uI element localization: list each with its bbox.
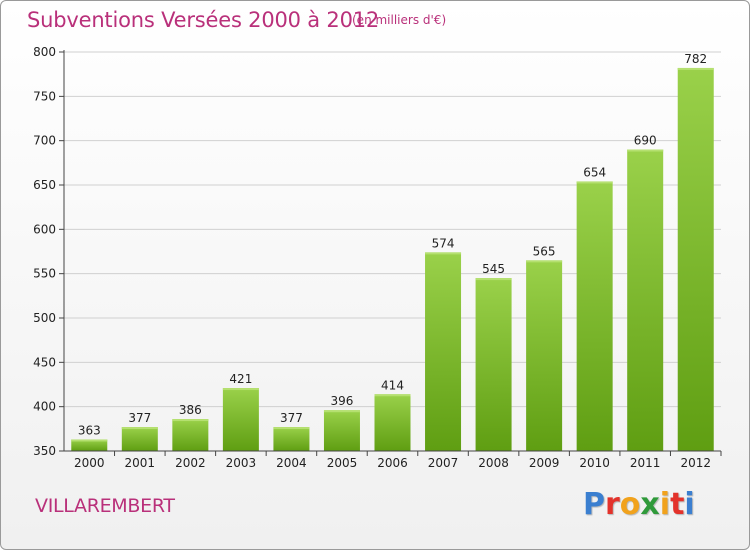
data-label: 421 [229, 372, 252, 386]
logo-letter: x [640, 487, 660, 522]
bar-highlight [172, 419, 209, 422]
y-tick-label: 600 [33, 222, 56, 236]
bar-2012 [677, 67, 714, 452]
bar-2010 [576, 181, 613, 451]
bar-2009 [526, 260, 563, 451]
bar-highlight [71, 439, 108, 442]
x-tick-label: 2009 [529, 456, 560, 470]
bar-highlight [475, 278, 512, 281]
bar-highlight [425, 252, 462, 255]
x-tick-label: 2000 [74, 456, 105, 470]
bar-highlight [576, 181, 613, 184]
bar-highlight [222, 388, 259, 391]
data-label: 414 [381, 378, 404, 392]
data-label: 690 [634, 134, 657, 148]
y-tick-label: 650 [33, 178, 56, 192]
bar-2001 [121, 427, 158, 451]
logo-letter: i [684, 487, 695, 522]
data-label: 363 [78, 423, 101, 437]
data-label: 377 [280, 411, 303, 425]
bar-highlight [627, 149, 664, 152]
x-tick-label: 2012 [680, 456, 711, 470]
logo-letter: t [670, 487, 685, 522]
data-label: 377 [128, 411, 151, 425]
data-label: 574 [432, 236, 455, 250]
logo-letter: i [659, 487, 671, 522]
bars [71, 67, 714, 452]
data-label: 565 [533, 244, 556, 258]
bar-2003 [222, 388, 259, 451]
y-tick-label: 500 [33, 311, 56, 325]
bar-highlight [374, 394, 411, 397]
data-label: 386 [179, 403, 202, 417]
bar-2000 [71, 439, 108, 451]
x-tick-label: 2001 [125, 456, 156, 470]
x-tick-label: 2006 [377, 456, 408, 470]
logo-letter: P [583, 487, 605, 522]
y-tick-label: 800 [33, 45, 56, 59]
y-tick-label: 750 [33, 89, 56, 103]
labels: 350 400 450 500 550 600 650 700 750 800 363 2000 377… [33, 45, 711, 470]
x-tick-label: 2010 [579, 456, 610, 470]
chart-title: Subventions Versées 2000 à 2012 [27, 8, 380, 32]
logo-letter: r [605, 487, 620, 522]
x-tick-label: 2003 [226, 456, 257, 470]
bar-highlight [526, 260, 563, 263]
data-label: 782 [684, 52, 707, 66]
y-tick-label: 350 [33, 444, 56, 458]
bar-highlight [273, 427, 310, 430]
data-label: 545 [482, 262, 505, 276]
axes [59, 50, 722, 456]
logo-letter: o [619, 487, 641, 522]
x-tick-label: 2008 [478, 456, 509, 470]
bar-2006 [374, 394, 411, 451]
bar-highlight [121, 427, 158, 430]
x-tick-label: 2011 [630, 456, 661, 470]
x-tick-label: 2007 [428, 456, 459, 470]
bar-2008 [475, 278, 512, 451]
chart-subtitle: (en milliers d'€) [352, 13, 447, 27]
y-tick-label: 700 [33, 134, 56, 148]
bar-2005 [323, 410, 360, 451]
bar-highlight [323, 410, 360, 413]
bar-highlight [677, 67, 714, 70]
x-tick-label: 2002 [175, 456, 206, 470]
y-tick-label: 400 [33, 400, 56, 414]
data-label: 396 [331, 394, 354, 408]
y-tick-label: 450 [33, 355, 56, 369]
bar-2004 [273, 427, 310, 451]
commune-name: VILLAREMBERT [35, 495, 175, 517]
bar-2002 [172, 419, 209, 451]
data-label: 654 [583, 165, 606, 179]
bar-2011 [627, 149, 664, 452]
x-tick-label: 2005 [327, 456, 358, 470]
proxiti-logo: Proxiti [583, 487, 695, 522]
y-tick-label: 550 [33, 267, 56, 281]
x-tick-label: 2004 [276, 456, 307, 470]
bar-2007 [425, 252, 462, 451]
